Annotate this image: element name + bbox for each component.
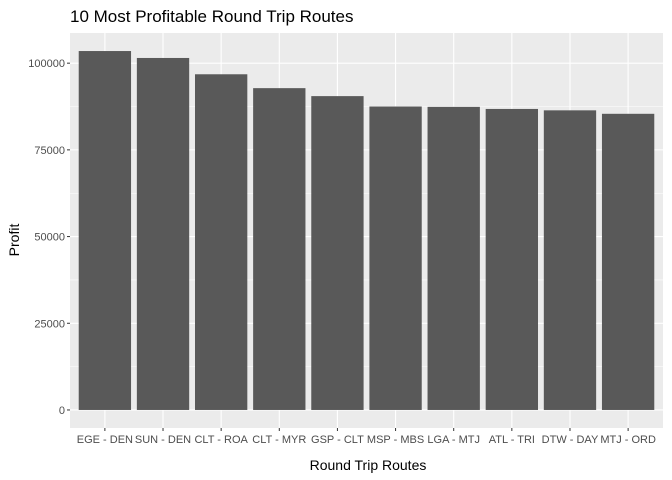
x-tick-label: LGA - MTJ xyxy=(427,434,480,446)
bar xyxy=(78,51,132,410)
x-tick-label: MTJ - ORD xyxy=(600,434,656,446)
bar xyxy=(253,88,306,410)
bar-series xyxy=(78,51,655,410)
bar xyxy=(311,96,364,410)
x-axis-title: Round Trip Routes xyxy=(310,457,427,473)
y-axis: 0 25000 50000 75000 100000 xyxy=(28,58,70,417)
y-tick-label: 75000 xyxy=(34,145,65,157)
bar xyxy=(136,57,190,410)
bar xyxy=(369,106,422,410)
x-tick-label: CLT - MYR xyxy=(252,434,306,446)
bar xyxy=(485,108,539,410)
x-tick-label: CLT - ROA xyxy=(194,434,248,446)
bar xyxy=(194,74,248,410)
bar xyxy=(601,113,655,410)
x-tick-label: MSP - MBS xyxy=(367,434,424,446)
chart-title: 10 Most Profitable Round Trip Routes xyxy=(70,7,353,26)
x-tick-label: GSP - CLT xyxy=(311,434,364,446)
y-tick-label: 0 xyxy=(59,405,65,417)
x-tick-label: DTW - DAY xyxy=(542,434,599,446)
y-tick-label: 50000 xyxy=(34,232,65,244)
x-tick-label: EGE - DEN xyxy=(77,434,133,446)
y-tick-label: 25000 xyxy=(34,318,65,330)
x-tick-label: ATL - TRI xyxy=(489,434,535,446)
x-axis: EGE - DEN SUN - DEN CLT - ROA CLT - MYR GSP … xyxy=(77,428,656,446)
y-axis-title: Profit xyxy=(6,224,22,257)
x-tick-label: SUN - DEN xyxy=(135,434,191,446)
y-tick-label: 100000 xyxy=(28,58,65,70)
bar xyxy=(543,110,597,410)
bar xyxy=(427,106,480,410)
